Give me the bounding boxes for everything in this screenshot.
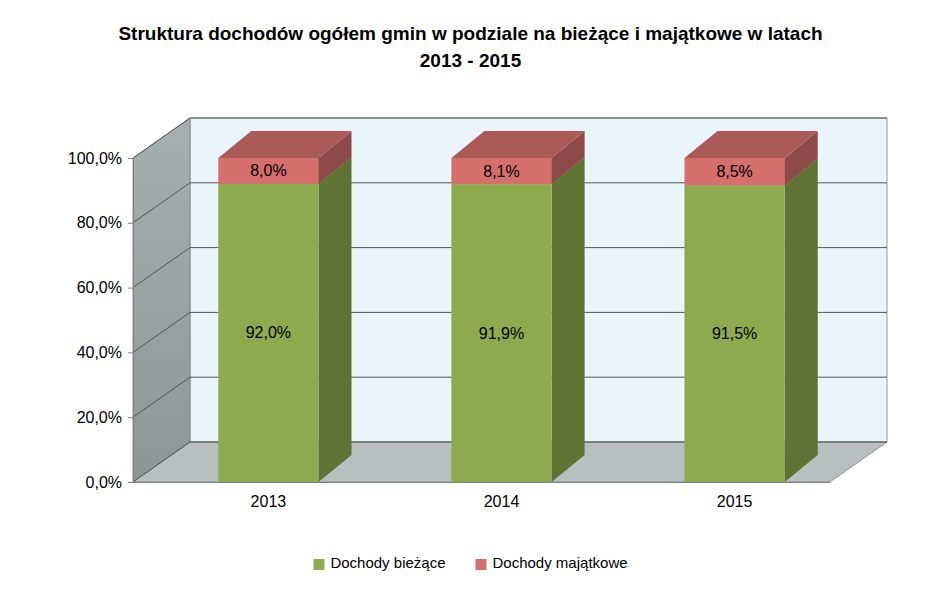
y-tick: 80,0% — [77, 214, 133, 231]
chart-title: Struktura dochodów ogółem gmin w podzial… — [118, 23, 822, 71]
title-line: Struktura dochodów ogółem gmin w podzial… — [118, 23, 822, 44]
data-label: 91,9% — [479, 325, 524, 342]
bar — [684, 158, 784, 186]
y-tick-label: 80,0% — [77, 214, 122, 231]
bar — [451, 158, 551, 184]
side-wall — [133, 118, 190, 482]
y-tick-label: 100,0% — [68, 150, 122, 167]
chart: Struktura dochodów ogółem gmin w podzial… — [0, 0, 941, 592]
x-axis-line — [134, 482, 831, 483]
bar-top — [684, 131, 817, 158]
bars — [218, 131, 817, 482]
y-tick-label: 20,0% — [77, 409, 122, 426]
bar-segment — [218, 157, 351, 482]
y-tick: 60,0% — [77, 279, 133, 296]
x-tick-label: 2015 — [717, 493, 753, 510]
x-tick: 2013 — [251, 482, 287, 510]
data-labels: 92,0% 91,9% 91,5% 8,0% 8,1% 8,5% — [246, 162, 758, 342]
bar-segment — [218, 131, 351, 184]
x-tick: 2014 — [484, 482, 520, 510]
legend-swatch — [476, 559, 487, 570]
bar — [218, 184, 318, 482]
y-tick-label: 0,0% — [86, 474, 122, 491]
legend-item: Dochody majątkowe — [476, 554, 628, 571]
x-tick-label: 2013 — [251, 493, 287, 510]
data-label: 92,0% — [246, 324, 291, 341]
y-tick-mark — [128, 223, 133, 224]
bar-side — [319, 157, 352, 482]
data-label: 8,5% — [716, 163, 752, 180]
y-tick-label: 40,0% — [77, 344, 122, 361]
bar — [218, 158, 318, 184]
y-tick: 40,0% — [77, 344, 133, 361]
title-line: 2013 - 2015 — [420, 50, 522, 71]
grid — [133, 118, 887, 482]
data-label: 8,0% — [250, 162, 286, 179]
legend-label: Dochody bieżące — [330, 554, 445, 571]
y-tick-mark — [128, 288, 133, 289]
y-tick-mark — [128, 482, 133, 483]
grid-line — [133, 118, 887, 158]
y-tick-mark — [128, 158, 133, 159]
x-tick-label: 2014 — [484, 493, 520, 510]
walls — [133, 118, 887, 482]
legend-label: Dochody majątkowe — [493, 554, 628, 571]
legend-item: Dochody bieżące — [313, 554, 445, 571]
y-tick: 100,0% — [68, 150, 133, 167]
bar-side — [552, 157, 585, 482]
y-tick: 0,0% — [86, 474, 133, 491]
x-axis: 2013 2014 2015 — [134, 482, 831, 510]
data-label: 91,5% — [712, 325, 757, 342]
bar-segment — [684, 131, 817, 186]
bar-segment — [684, 159, 817, 482]
x-tick: 2015 — [717, 482, 753, 510]
data-label: 8,1% — [483, 163, 519, 180]
y-tick-label: 60,0% — [77, 279, 122, 296]
bar — [451, 184, 551, 482]
bar-segment — [451, 157, 584, 482]
legend: Dochody bieżące Dochody majątkowe — [313, 554, 627, 571]
bar-side — [785, 159, 818, 482]
y-tick-mark — [128, 352, 133, 353]
bar-top — [218, 131, 351, 158]
bar-segment — [451, 131, 584, 184]
bar-top — [451, 131, 584, 158]
y-tick: 20,0% — [77, 409, 133, 426]
y-axis: 0,0% 20,0% 40,0% 60,0% 80,0% 100,0% — [68, 150, 134, 491]
y-tick-mark — [128, 417, 133, 418]
y-axis-line — [133, 159, 134, 483]
legend-swatch — [313, 559, 324, 570]
bar — [684, 186, 784, 482]
